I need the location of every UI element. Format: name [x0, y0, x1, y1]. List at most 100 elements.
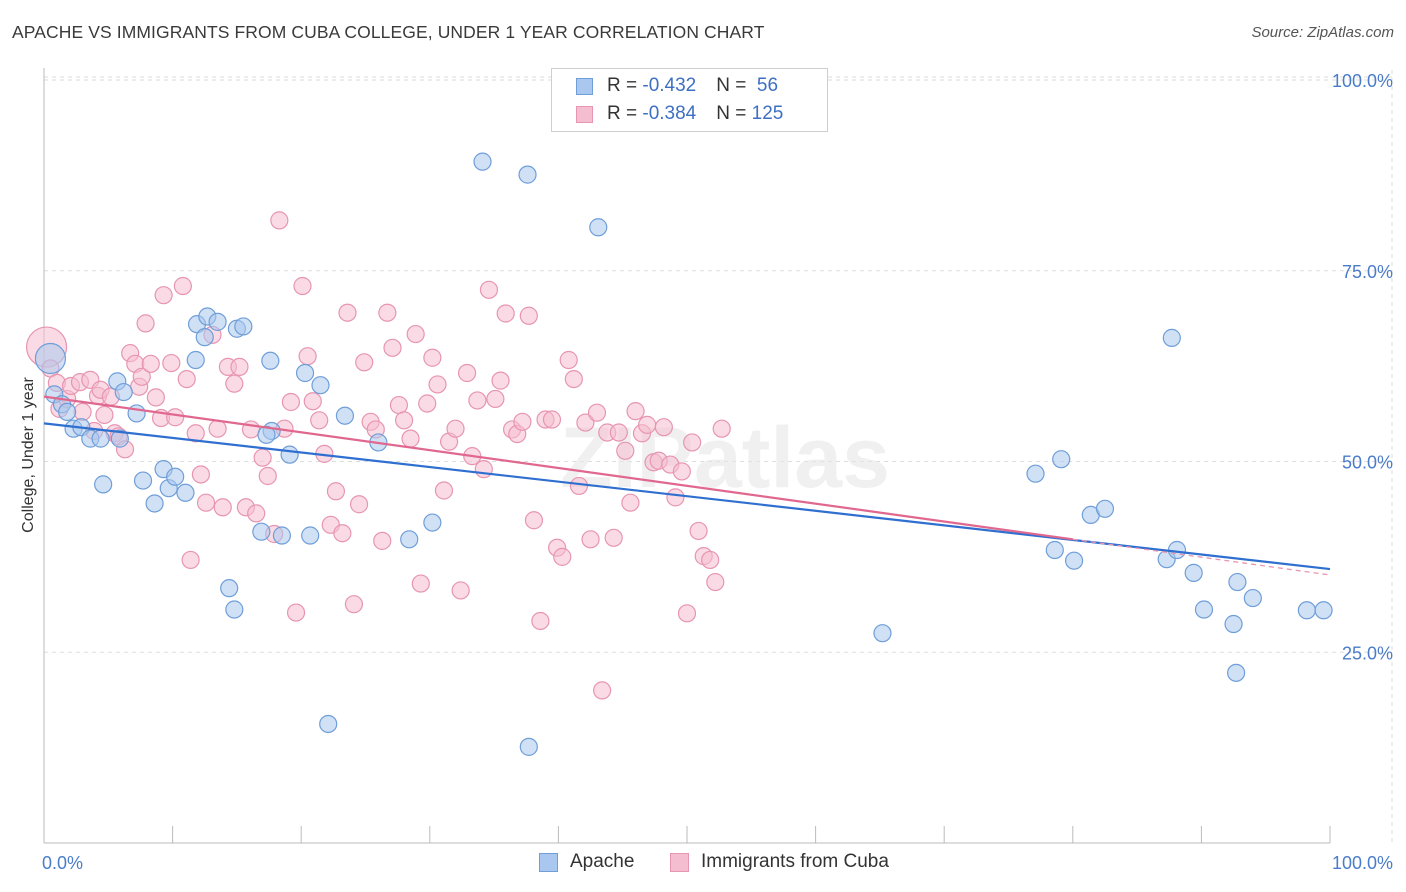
y-tick-labels: 25.0% 50.0% 75.0% 100.0%: [1332, 71, 1393, 663]
apache-point: [1095, 499, 1115, 518]
cuba-point: [230, 357, 249, 376]
apache-point: [110, 429, 129, 448]
apache-swatch: [576, 77, 593, 95]
trend-layer: [43, 395, 1331, 576]
cuba-point: [581, 530, 600, 549]
cuba-point: [173, 276, 192, 296]
cuba-point: [146, 388, 165, 407]
legend-label-apache: Apache: [570, 851, 635, 872]
apache-point: [91, 429, 110, 448]
cuba-point: [564, 369, 583, 389]
apache-point: [1314, 601, 1333, 620]
cuba-point: [638, 415, 657, 434]
y-axis-label: College, Under 1 year: [20, 377, 37, 533]
cuba-point: [701, 550, 720, 570]
apache-point: [1228, 572, 1247, 592]
cuba-point: [468, 391, 487, 410]
cuba-point: [383, 338, 402, 357]
x-tick-label-max: 100.0%: [1332, 853, 1393, 873]
cuba-point: [553, 547, 572, 566]
series-legend: Apache Immigrants from Cuba: [0, 851, 1406, 879]
cuba-point: [457, 363, 477, 383]
cuba-swatch: [576, 105, 593, 123]
apache-point: [133, 471, 153, 490]
cuba-point: [428, 375, 447, 394]
cuba-point: [542, 410, 562, 429]
cuba-point: [196, 493, 216, 512]
cuba-point: [451, 581, 470, 600]
cuba-point: [401, 429, 420, 448]
apache-point: [186, 350, 205, 370]
cuba-point: [712, 419, 731, 438]
cuba-point: [621, 493, 640, 512]
cuba-point: [406, 324, 425, 344]
apache-point: [94, 475, 113, 494]
apache-trend-line: [43, 422, 1331, 571]
cuba-point: [677, 604, 697, 623]
cuba-point: [298, 347, 317, 366]
cuba-point: [524, 511, 544, 530]
apache-point: [311, 376, 330, 395]
cuba-point: [293, 276, 312, 296]
cuba-point: [654, 418, 673, 437]
cuba-point: [423, 348, 442, 367]
cuba-point: [576, 413, 595, 432]
cuba-point: [326, 482, 346, 501]
stats-legend: R = -0.432 N = 56 R = -0.384 N = 125: [551, 68, 828, 132]
cuba-point: [616, 441, 635, 460]
cuba-point: [247, 504, 266, 523]
apache-point: [261, 351, 280, 370]
cuba-point: [344, 595, 364, 614]
cuba-point: [208, 419, 227, 438]
cuba-point: [154, 286, 173, 305]
cuba-point: [253, 448, 272, 467]
apache-point: [34, 342, 67, 375]
cuba-point: [373, 531, 392, 550]
n-value: 56: [751, 75, 779, 96]
cuba-point: [418, 394, 437, 413]
cuba-point: [95, 405, 114, 425]
apache-point: [1064, 551, 1084, 570]
cuba-point: [186, 424, 205, 443]
apache-point: [1184, 563, 1203, 582]
apache-point: [272, 526, 292, 545]
apache-point: [873, 624, 892, 643]
apache-point: [473, 152, 492, 171]
apache-point: [335, 406, 355, 425]
n-value: 125: [751, 103, 784, 124]
n-label: N =: [716, 103, 752, 124]
legend-item-apache[interactable]: Apache: [539, 851, 634, 873]
cuba-point: [519, 306, 538, 325]
cuba-point: [604, 528, 623, 547]
cuba-point: [349, 495, 369, 514]
cuba-point: [181, 550, 200, 570]
source-label: Source: ZipAtlas.com: [1251, 24, 1394, 41]
cuba-point: [496, 304, 515, 323]
apache-point: [234, 317, 253, 336]
cuba-point: [446, 419, 465, 438]
cuba-point: [338, 303, 357, 322]
cuba-point: [569, 476, 589, 496]
apache-point: [1045, 540, 1064, 560]
axis-layer: [43, 68, 1331, 844]
cuba-point: [609, 423, 628, 442]
cuba-point: [73, 402, 92, 422]
apache-point: [252, 522, 271, 541]
r-value: -0.384: [642, 103, 697, 124]
r-value: -0.432: [642, 75, 697, 96]
cuba-point: [136, 314, 155, 333]
cuba-trend-line: [43, 395, 1073, 541]
chart-title: APACHE VS IMMIGRANTS FROM CUBA COLLEGE, …: [12, 22, 765, 42]
cuba-point: [486, 389, 505, 409]
cuba-point: [191, 465, 210, 484]
cuba-point: [270, 211, 289, 230]
legend-item-cuba[interactable]: Immigrants from Cuba: [670, 851, 889, 873]
apache-point: [220, 579, 239, 598]
cuba-point: [593, 681, 612, 700]
cuba-point: [378, 303, 397, 322]
r-label: R =: [607, 75, 643, 96]
cuba-legend-swatch: [670, 852, 689, 872]
apache-point: [1052, 450, 1071, 469]
y-tick-label: 100.0%: [1332, 71, 1393, 91]
